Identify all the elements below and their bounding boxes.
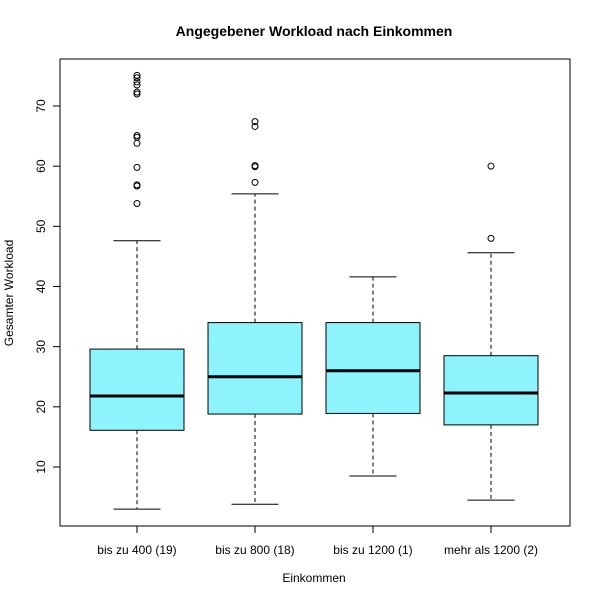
boxes bbox=[89, 71, 539, 510]
outlier-point bbox=[133, 181, 141, 189]
box-iqr bbox=[325, 322, 421, 414]
outlier-point bbox=[133, 90, 141, 98]
chart-title: Angegebener Workload nach Einkommen bbox=[176, 23, 453, 39]
outlier-point bbox=[133, 78, 141, 86]
outlier-point bbox=[251, 118, 259, 126]
x-tick-label: bis zu 1200 (1) bbox=[333, 543, 412, 557]
y-tick-label: 10 bbox=[34, 460, 48, 474]
y-axis: 10 20 30 40 50 60 70 bbox=[34, 99, 60, 474]
outlier-point bbox=[251, 162, 259, 170]
y-tick-label: 20 bbox=[34, 400, 48, 414]
box-iqr bbox=[89, 348, 185, 431]
outlier-point bbox=[133, 81, 141, 89]
outlier-point bbox=[487, 234, 495, 242]
y-tick-label: 60 bbox=[34, 159, 48, 173]
outlier-point bbox=[251, 122, 259, 130]
y-tick-label: 40 bbox=[34, 280, 48, 294]
box-iqr bbox=[443, 355, 539, 426]
outlier-point bbox=[487, 162, 495, 170]
x-axis: bis zu 400 (19) bis zu 800 (18) bis zu 120… bbox=[97, 526, 538, 557]
plot-frame bbox=[59, 58, 571, 527]
x-axis-label: Einkommen bbox=[282, 571, 345, 585]
x-tick-label: bis zu 400 (19) bbox=[97, 543, 176, 557]
x-tick-label: bis zu 800 (18) bbox=[215, 543, 294, 557]
box-iqr bbox=[207, 322, 303, 415]
outlier-point bbox=[133, 71, 141, 79]
box-group bbox=[207, 118, 303, 505]
box-group bbox=[89, 71, 185, 510]
outlier-point bbox=[133, 133, 141, 141]
outlier-point bbox=[133, 163, 141, 171]
y-tick-label: 50 bbox=[34, 219, 48, 233]
y-tick-label: 70 bbox=[34, 99, 48, 113]
y-axis-label: Gesamter Workload bbox=[2, 240, 16, 346]
outlier-point bbox=[133, 88, 141, 96]
outlier-point bbox=[133, 139, 141, 147]
outlier-point bbox=[251, 178, 259, 186]
outlier-point bbox=[133, 199, 141, 207]
y-tick-label: 30 bbox=[34, 340, 48, 354]
outlier-point bbox=[133, 131, 141, 139]
box-group bbox=[325, 276, 421, 477]
box-group bbox=[443, 162, 539, 501]
x-tick-label: mehr als 1200 (2) bbox=[444, 543, 538, 557]
outlier-point bbox=[133, 74, 141, 82]
